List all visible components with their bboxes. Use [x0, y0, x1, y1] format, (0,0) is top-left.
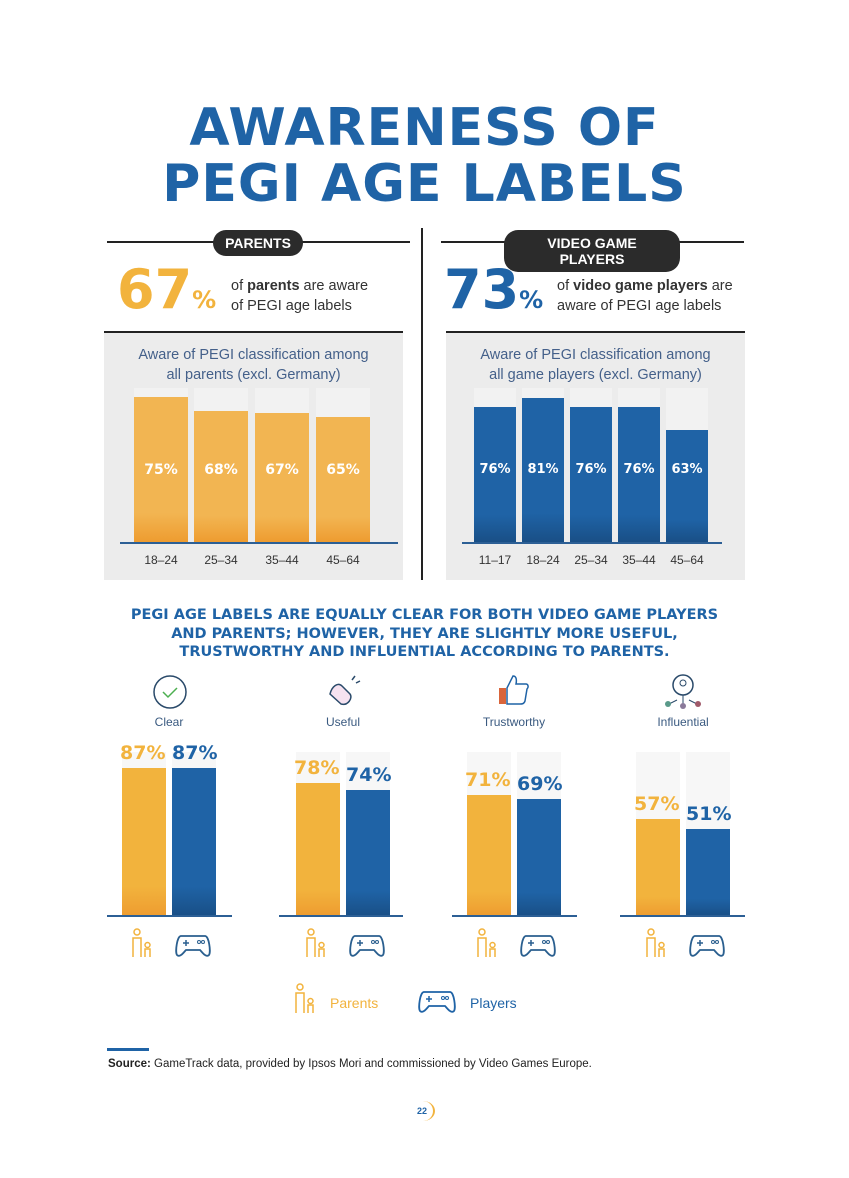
x-axis: [452, 915, 577, 917]
players-desc: of video game players are aware of PEGI a…: [557, 278, 733, 314]
players-chart-title: Aware of PEGI classification among all ga…: [480, 347, 711, 383]
gamepad-icon: [689, 932, 725, 958]
gamepad-icon: [175, 932, 211, 958]
bar-value-label: 87%: [172, 742, 218, 765]
bar-value-label: 51%: [686, 803, 732, 826]
category-label: Clear: [154, 715, 184, 729]
x-tick-label: 18–24: [526, 553, 560, 567]
x-axis: [107, 915, 232, 917]
source-note: Source: GameTrack data, provided by Ipso…: [108, 1058, 592, 1070]
bar: [172, 768, 216, 916]
page-number: 22: [411, 1101, 435, 1121]
bar-value-label: 76%: [479, 462, 511, 477]
parents-desc: of parents are aware of PEGI age labels: [231, 278, 369, 314]
bar-value-label: 68%: [204, 462, 238, 478]
bar: [255, 412, 309, 542]
bar-value-label: 57%: [634, 793, 680, 816]
x-axis: [462, 542, 722, 544]
parent-child-icon: [644, 928, 666, 958]
gamepad-icon: [520, 932, 556, 958]
bar-value-label: 78%: [294, 757, 340, 780]
category-label: Influential: [657, 715, 709, 729]
x-tick-label: 35–44: [622, 553, 656, 567]
check-circle-icon: [153, 675, 187, 709]
bar: [467, 795, 511, 916]
divider: [104, 331, 403, 333]
clapping-hands-icon: [329, 675, 361, 706]
bar: [316, 416, 370, 542]
bar: [134, 397, 188, 542]
x-tick-label: 25–34: [204, 553, 238, 567]
x-tick-label: 35–44: [265, 553, 299, 567]
x-axis: [279, 915, 403, 917]
players-big-stat: 73%: [444, 258, 544, 321]
bar-value-label: 76%: [623, 462, 655, 477]
bar: [122, 768, 166, 916]
parent-child-icon: [295, 983, 314, 1013]
x-axis: [120, 542, 398, 544]
source-accent-line: [107, 1048, 149, 1051]
bar: [346, 790, 390, 916]
parent-child-icon: [475, 928, 497, 958]
divider: [446, 331, 745, 333]
gamepad-icon: [349, 932, 385, 958]
bar: [522, 397, 564, 542]
bar-value-label: 69%: [517, 772, 563, 795]
vertical-divider: [421, 228, 423, 580]
x-tick-label: 18–24: [144, 553, 178, 567]
parent-child-icon: [304, 928, 326, 958]
legend-players: Players: [470, 995, 517, 1011]
bar-value-label: 76%: [575, 462, 607, 477]
influence-network-icon: [665, 674, 701, 709]
bar-value-label: 71%: [465, 769, 511, 792]
parents-pill: PARENTS: [213, 230, 303, 256]
legend-parents: Parents: [330, 995, 379, 1011]
x-tick-label: 25–34: [574, 553, 608, 567]
bar-value-label: 74%: [346, 764, 392, 787]
bar: [517, 798, 561, 916]
x-tick-label: 45–64: [670, 553, 704, 567]
page-title: AWARENESS OF PEGI AGE LABELS: [162, 98, 687, 214]
x-axis: [620, 915, 745, 917]
category-label: Useful: [325, 715, 360, 729]
bar: [618, 406, 660, 542]
bar-value-label: 63%: [671, 462, 703, 477]
bar: [474, 406, 516, 542]
bar-value-label: 65%: [326, 462, 360, 478]
x-tick-label: 45–64: [326, 553, 360, 567]
bar-value-label: 75%: [144, 462, 178, 478]
bar-value-label: 67%: [265, 462, 299, 478]
bar-value-label: 81%: [527, 462, 559, 477]
subtitle: PEGI AGE LABELS ARE EQUALLY CLEAR FOR BO…: [130, 607, 719, 660]
bar: [194, 410, 248, 542]
x-tick-label: 11–17: [478, 553, 512, 567]
parents-big-stat: 67%: [117, 258, 217, 321]
parents-chart-title: Aware of PEGI classification among all pa…: [138, 347, 369, 383]
gamepad-icon: [418, 991, 456, 1013]
bar: [686, 829, 730, 916]
players-pill: VIDEO GAME PLAYERS: [504, 230, 680, 272]
thumbs-up-icon: [499, 675, 529, 705]
parent-child-icon: [130, 928, 152, 958]
bar: [570, 406, 612, 542]
bar: [636, 819, 680, 916]
bar-value-label: 87%: [120, 742, 166, 765]
bar: [296, 783, 340, 916]
bar: [666, 429, 708, 542]
category-label: Trustworthy: [482, 715, 546, 729]
